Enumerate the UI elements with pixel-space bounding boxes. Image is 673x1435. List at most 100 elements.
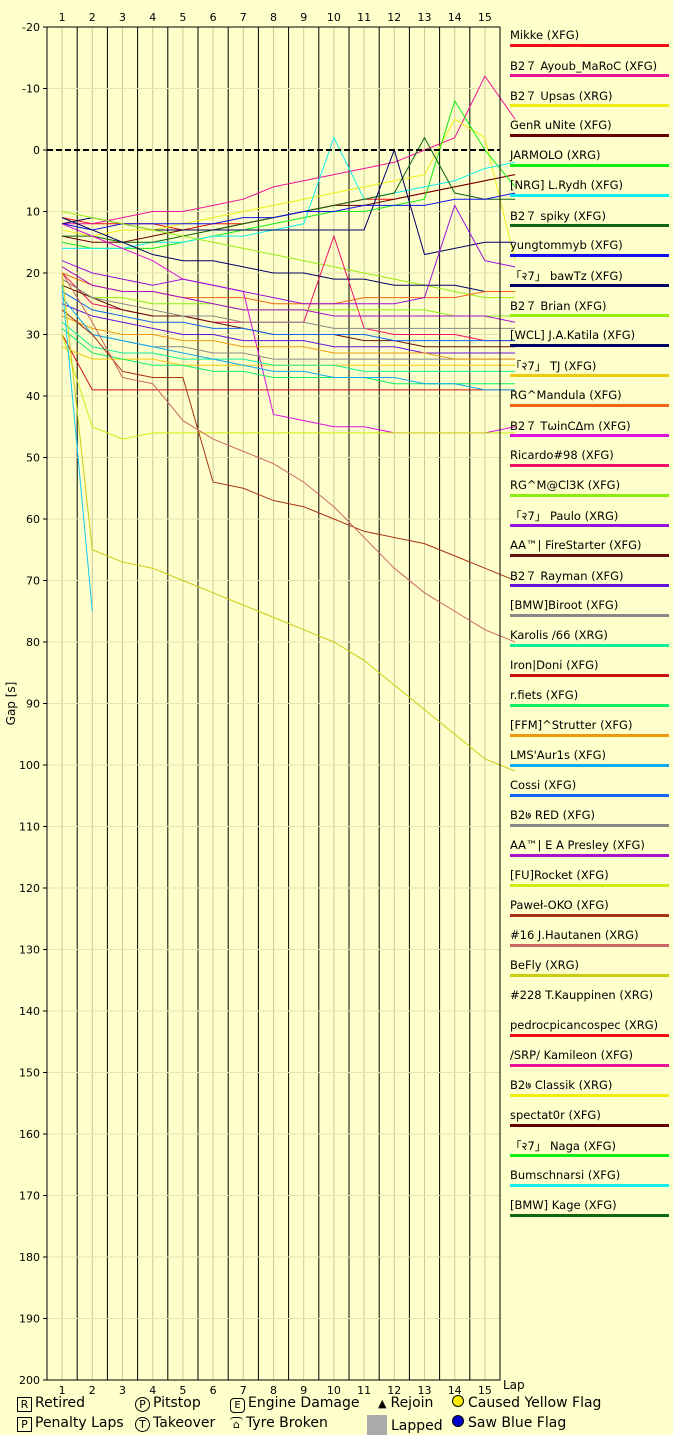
key-retired: R Retired [17,1395,85,1412]
key-tyre: ⌂ Tyre Broken [230,1415,328,1431]
series-line [61,297,516,391]
legend-swatch [510,344,669,347]
series-line [61,334,516,391]
legend-item: B2７ Brian (XFG) [505,290,670,320]
legend-label: [BMW] Kage (XFG) [510,1198,617,1212]
legend-swatch [510,194,669,197]
legend-swatch [510,854,669,857]
legend-item: Bumschnarsi (XFG) [505,1160,670,1190]
legend-label: B2７ Rayman (XFG) [510,569,624,583]
series-line [61,334,516,440]
legend-item: LMS'Aur1s (XFG) [505,740,670,770]
legend-item: Karolis /66 (XRG) [505,620,670,650]
legend-swatch [510,104,669,107]
legend-label: AA™| E A Presley (XFG) [510,838,645,852]
legend-swatch [510,164,669,167]
x-tick-label-top: 10 [327,11,341,24]
legend-label: Karolis /66 (XRG) [510,628,608,642]
series-line [61,204,516,305]
legend-swatch [510,374,669,377]
legend-swatch [510,824,669,827]
legend-item: [FU]Rocket (XFG) [505,860,670,890]
legend-item: BeFly (XRG) [505,950,670,980]
y-tick-label: 30 [26,329,40,342]
key-yellow: Caused Yellow Flag [452,1395,601,1411]
x-tick-label-top: 14 [448,11,462,24]
legend-label: Mikke (XFG) [510,28,580,42]
y-tick-label: 60 [26,513,40,526]
y-axis-label: Gap [s] [4,682,18,726]
legend-swatch [510,494,669,497]
legend-swatch [510,1034,669,1037]
legend-swatch [510,524,669,527]
y-tick-label: 120 [19,882,40,895]
legend-label: B2７ Ayoub_MaRoC (XFG) [510,59,658,73]
legend-label: AA™| FireStarter (XFG) [510,538,642,552]
y-tick-label: 140 [19,1005,40,1018]
y-tick-label: 70 [26,575,40,588]
series-line [61,309,516,581]
legend-swatch [510,884,669,887]
legend-item: GenR uNite (XFG) [505,110,670,140]
legend-label: 「२7」 bawTz (XFG) [510,269,623,283]
x-tick-label-bottom: 14 [448,1384,462,1397]
engine-damage-icon: E [230,1398,245,1413]
legend-item: RG^M@Cl3K (XFG) [505,470,670,500]
x-tick-label-top: 13 [418,11,432,24]
x-tick-label-bottom: 1 [59,1384,66,1397]
legend-label: B2７ TωinCΔm (XFG) [510,419,631,433]
legend-label: #228 T.Kauppinen (XRG) [510,988,654,1002]
legend-item: spectat0r (XFG) [505,1100,670,1130]
legend-swatch [510,794,669,797]
legend-item: JARMOLO (XRG) [505,140,670,170]
legend-item: [BMW]Biroot (XFG) [505,590,670,620]
legend-label: [BMW]Biroot (XFG) [510,598,619,612]
y-tick-label: 90 [26,698,40,711]
key-penalty: P Penalty Laps [17,1415,124,1432]
legend-item: Paweł-OKO (XFG) [505,890,670,920]
y-tick-label: 10 [26,206,40,219]
x-tick-label-top: 6 [210,11,217,24]
legend-label: Ricardo#98 (XFG) [510,448,614,462]
y-tick-label: -20 [22,21,40,34]
x-tick-label-top: 3 [119,11,126,24]
key-blue: Saw Blue Flag [452,1415,566,1431]
legend-item: B2७ RED (XFG) [505,800,670,830]
legend-item: Ricardo#98 (XFG) [505,440,670,470]
legend-item: yungtommyb (XFG) [505,230,670,260]
series-line [62,75,516,225]
y-tick-label: 150 [19,1067,40,1080]
y-tick-label: 170 [19,1190,40,1203]
legend-label: B2७ Classik (XRG) [510,1078,613,1092]
retired-icon: R [17,1397,32,1412]
series-line [62,136,516,249]
legend-swatch [510,584,669,587]
legend-swatch [510,674,669,677]
legend-item: [WCL] J.A.Katila (XFG) [505,320,670,350]
legend-item: RG^Mandula (XFG) [505,380,670,410]
pitstop-icon: P [135,1397,150,1412]
x-tick-label-bottom: 13 [418,1384,432,1397]
tyre-broken-icon: ⌂ [230,1417,243,1431]
x-tick-label-bottom: 10 [327,1384,341,1397]
series-line [61,217,516,292]
legend-swatch [510,44,669,47]
y-tick-label: 130 [19,944,40,957]
x-tick-label-bottom: 2 [89,1384,96,1397]
legend-label: spectat0r (XFG) [510,1108,601,1122]
legend-swatch [510,914,669,917]
x-tick-label-bottom: 7 [240,1384,247,1397]
legend-label: yungtommyb (XFG) [510,238,623,252]
legend-item: [NRG] L.Rydh (XFG) [505,170,670,200]
legend-swatch [510,224,669,227]
x-tick-label-top: 7 [240,11,247,24]
legend-swatch [510,434,669,437]
x-tick-label-top: 12 [387,11,401,24]
x-tick-label-bottom: 4 [149,1384,156,1397]
legend-label: 「२7」 TJ (XFG) [510,359,597,373]
legend-swatch [510,1064,669,1067]
legend-swatch [510,764,669,767]
y-tick-label: 0 [33,144,40,157]
key-pitstop: P Pitstop [135,1395,201,1412]
legend-label: 「२7」 Paulo (XRG) [510,509,619,523]
